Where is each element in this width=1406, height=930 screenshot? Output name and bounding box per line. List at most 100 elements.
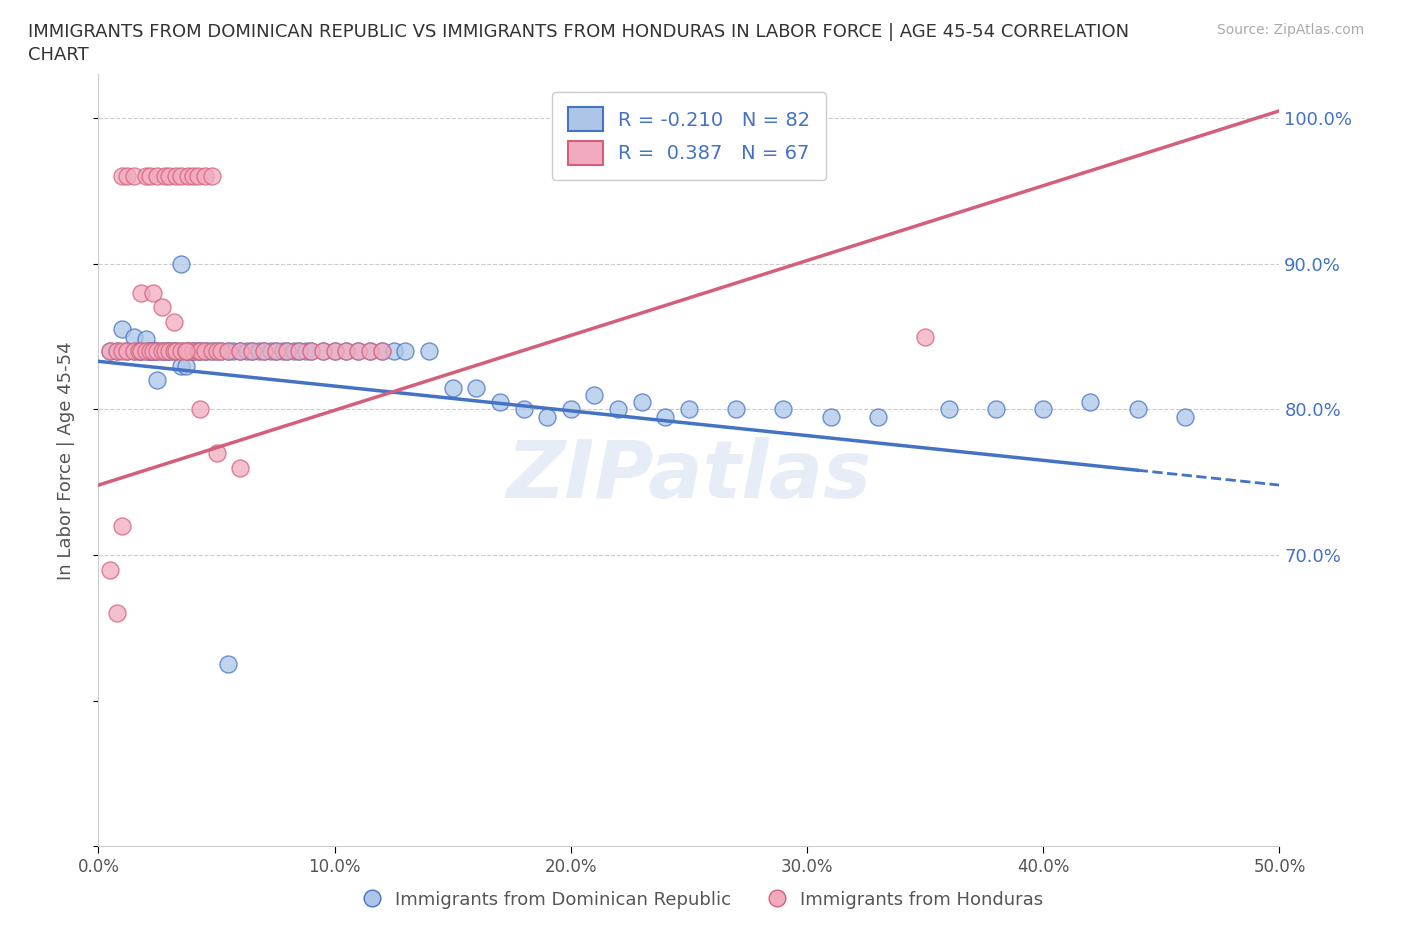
Point xyxy=(201,344,224,359)
Point xyxy=(128,344,150,359)
Point xyxy=(170,257,193,272)
Point xyxy=(122,344,145,359)
Point xyxy=(139,344,162,359)
Point xyxy=(418,344,440,359)
Point xyxy=(135,344,157,359)
Point xyxy=(163,344,186,359)
Point xyxy=(115,344,138,359)
Point xyxy=(187,344,209,359)
Point xyxy=(153,344,176,359)
Point xyxy=(135,169,157,184)
Point xyxy=(678,402,700,417)
Point xyxy=(288,344,311,359)
Point xyxy=(195,344,218,359)
Point xyxy=(654,409,676,424)
Point xyxy=(371,344,394,359)
Point xyxy=(157,344,180,359)
Point xyxy=(181,344,204,359)
Point xyxy=(181,344,204,359)
Point xyxy=(347,344,370,359)
Point xyxy=(866,409,889,424)
Point xyxy=(271,344,294,359)
Point xyxy=(128,344,150,359)
Point xyxy=(347,344,370,359)
Text: ZIPatlas: ZIPatlas xyxy=(506,437,872,515)
Point xyxy=(205,344,228,359)
Point xyxy=(247,344,270,359)
Point xyxy=(111,322,134,337)
Point xyxy=(142,344,165,359)
Point xyxy=(236,344,259,359)
Point xyxy=(174,344,197,359)
Point xyxy=(240,344,263,359)
Point xyxy=(146,344,169,359)
Legend: Immigrants from Dominican Republic, Immigrants from Honduras: Immigrants from Dominican Republic, Immi… xyxy=(356,884,1050,916)
Point xyxy=(146,344,169,359)
Point xyxy=(217,344,239,359)
Point xyxy=(129,286,152,300)
Point xyxy=(335,344,357,359)
Point xyxy=(312,344,335,359)
Point xyxy=(335,344,357,359)
Point xyxy=(188,344,211,359)
Point xyxy=(135,344,157,359)
Point xyxy=(194,344,217,359)
Point xyxy=(170,169,193,184)
Text: CHART: CHART xyxy=(28,46,89,64)
Point xyxy=(115,169,138,184)
Point xyxy=(489,394,512,409)
Point xyxy=(323,344,346,359)
Point xyxy=(630,394,652,409)
Point xyxy=(217,344,239,359)
Point xyxy=(382,344,405,359)
Point xyxy=(253,344,276,359)
Point xyxy=(560,402,582,417)
Point xyxy=(157,344,180,359)
Point xyxy=(142,344,165,359)
Point xyxy=(115,344,138,359)
Point xyxy=(201,344,224,359)
Legend: R = -0.210   N = 82, R =  0.387   N = 67: R = -0.210 N = 82, R = 0.387 N = 67 xyxy=(553,92,825,180)
Point xyxy=(105,605,128,620)
Point xyxy=(295,344,318,359)
Point xyxy=(201,169,224,184)
Point xyxy=(222,344,245,359)
Point xyxy=(1080,394,1102,409)
Point xyxy=(209,344,232,359)
Point xyxy=(181,344,204,359)
Point xyxy=(177,344,200,359)
Point xyxy=(122,329,145,344)
Point xyxy=(177,344,200,359)
Point xyxy=(1126,402,1149,417)
Point xyxy=(312,344,335,359)
Point xyxy=(111,518,134,533)
Point xyxy=(122,169,145,184)
Point xyxy=(98,562,121,577)
Point xyxy=(122,344,145,359)
Point xyxy=(150,300,173,315)
Point xyxy=(170,358,193,373)
Point xyxy=(153,344,176,359)
Point xyxy=(98,344,121,359)
Point xyxy=(264,344,287,359)
Point xyxy=(157,344,180,359)
Point xyxy=(170,344,193,359)
Point xyxy=(181,169,204,184)
Point xyxy=(465,380,488,395)
Point xyxy=(165,169,187,184)
Point xyxy=(153,169,176,184)
Point xyxy=(914,329,936,344)
Point xyxy=(139,169,162,184)
Point xyxy=(150,344,173,359)
Point xyxy=(146,373,169,388)
Point xyxy=(194,169,217,184)
Point xyxy=(607,402,630,417)
Point xyxy=(194,344,217,359)
Point xyxy=(142,286,165,300)
Point xyxy=(163,314,186,329)
Point xyxy=(139,344,162,359)
Point xyxy=(984,402,1007,417)
Point xyxy=(359,344,381,359)
Point xyxy=(177,169,200,184)
Point xyxy=(276,344,298,359)
